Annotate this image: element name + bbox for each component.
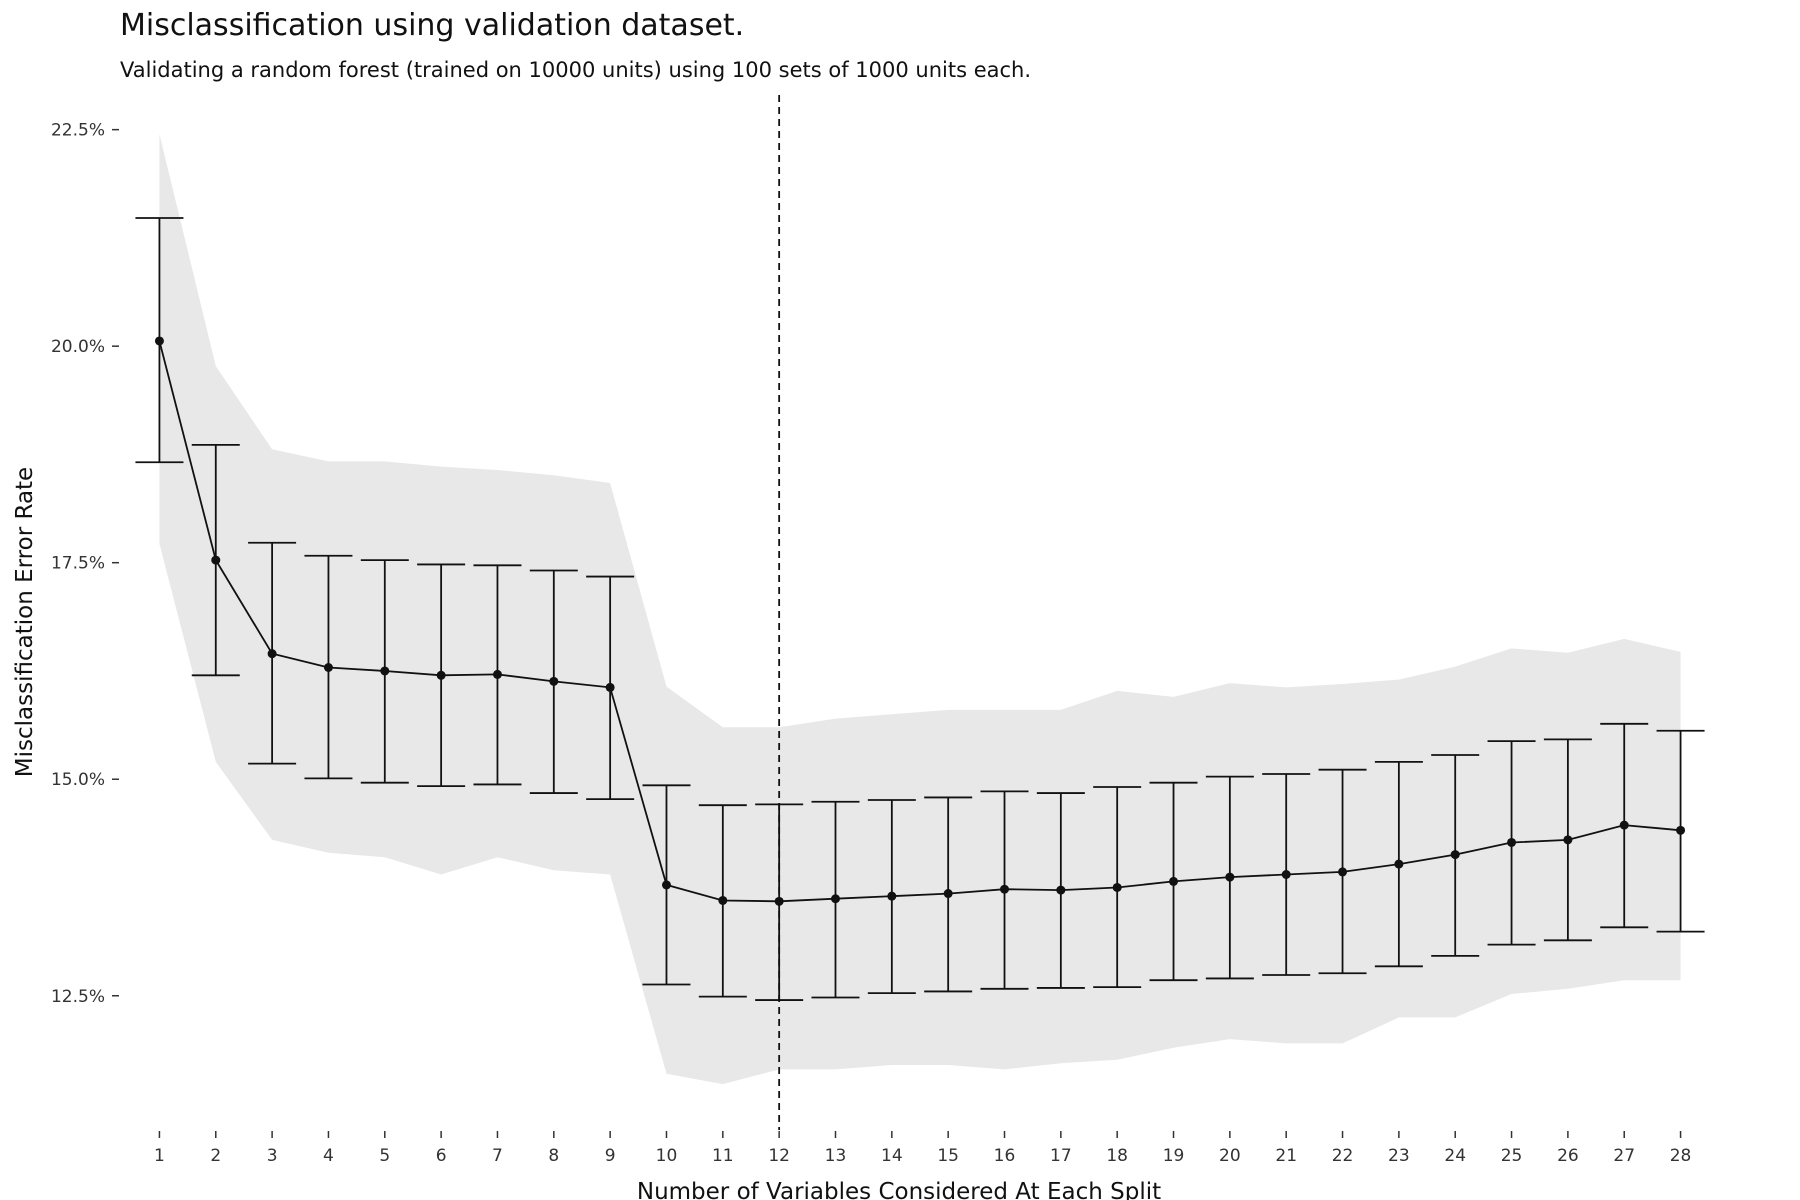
chart-subtitle: Validating a random forest (trained on 1…: [120, 58, 1032, 82]
x-tick-label: 18: [1106, 1146, 1128, 1166]
x-tick-label: 22: [1332, 1146, 1354, 1166]
x-tick-label: 10: [656, 1146, 678, 1166]
y-tick-label: 17.5%: [51, 554, 105, 574]
data-point: [380, 666, 390, 676]
data-point: [1169, 876, 1179, 886]
x-tick-label: 21: [1275, 1146, 1297, 1166]
data-point: [1225, 872, 1235, 882]
x-tick-label: 13: [825, 1146, 847, 1166]
data-point: [436, 670, 446, 680]
chart-title: Misclassification using validation datas…: [120, 8, 745, 43]
y-axis-title: Misclassification Error Rate: [12, 467, 38, 777]
x-tick-label: 8: [548, 1146, 559, 1166]
x-tick-label: 5: [379, 1146, 390, 1166]
x-tick-label: 1: [154, 1146, 165, 1166]
data-point: [943, 889, 953, 899]
x-tick-label: 9: [605, 1146, 616, 1166]
data-point: [549, 676, 559, 686]
x-tick-label: 14: [881, 1146, 903, 1166]
x-tick-label: 11: [712, 1146, 734, 1166]
data-point: [887, 891, 897, 901]
x-tick-label: 17: [1050, 1146, 1072, 1166]
x-tick-label: 3: [267, 1146, 278, 1166]
y-tick-label: 12.5%: [51, 987, 105, 1007]
data-point: [1563, 835, 1573, 845]
x-tick-label: 28: [1670, 1146, 1692, 1166]
y-tick-label: 20.0%: [51, 337, 105, 357]
x-tick-label: 6: [436, 1146, 447, 1166]
x-axis-title: Number of Variables Considered At Each S…: [637, 1179, 1161, 1200]
x-tick-label: 7: [492, 1146, 503, 1166]
data-point: [154, 336, 164, 346]
data-point: [1112, 882, 1122, 892]
x-tick-label: 25: [1501, 1146, 1523, 1166]
data-point: [1000, 884, 1010, 894]
x-tick-label: 27: [1613, 1146, 1635, 1166]
x-tick-label: 19: [1163, 1146, 1185, 1166]
x-tick-label: 23: [1388, 1146, 1410, 1166]
series-line: [158, 340, 1681, 903]
x-tick-label: 16: [994, 1146, 1016, 1166]
x-tick-label: 4: [323, 1146, 334, 1166]
y-tick-label: 22.5%: [51, 121, 105, 141]
y-tick-label: 15.0%: [51, 770, 105, 790]
data-point: [1056, 885, 1066, 895]
data-point: [1676, 825, 1686, 835]
data-point: [1450, 850, 1460, 860]
data-point: [211, 555, 221, 565]
data-point: [1619, 820, 1629, 830]
data-point: [1338, 867, 1348, 877]
x-tick-label: 24: [1444, 1146, 1466, 1166]
data-point: [1394, 859, 1404, 869]
data-point: [1507, 837, 1517, 847]
data-point: [1281, 869, 1291, 879]
data-point: [492, 669, 502, 679]
data-point: [661, 880, 671, 890]
confidence-band: [159, 134, 1681, 1085]
x-tick-label: 20: [1219, 1146, 1241, 1166]
data-point: [605, 682, 615, 692]
data-point: [267, 649, 277, 659]
x-tick-label: 2: [210, 1146, 221, 1166]
x-tick-label: 26: [1557, 1146, 1579, 1166]
x-tick-label: 12: [768, 1146, 790, 1166]
data-point: [830, 894, 840, 904]
data-point: [718, 895, 728, 905]
data-point: [323, 662, 333, 672]
x-tick-label: 15: [937, 1146, 959, 1166]
